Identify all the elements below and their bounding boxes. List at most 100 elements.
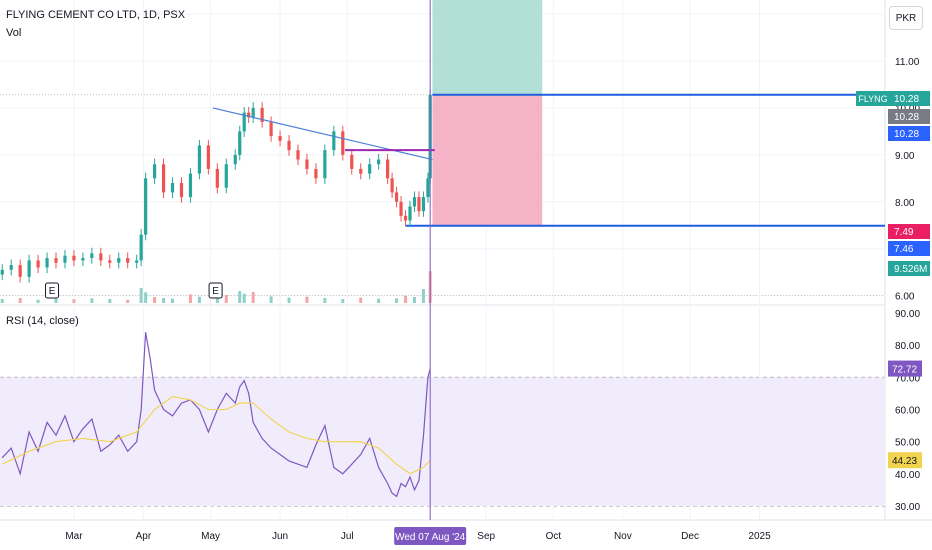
price-badge-bg [888, 91, 930, 106]
volume-bar [224, 295, 228, 303]
candle-body [394, 192, 399, 202]
price-badge-text: 10.28 [894, 94, 919, 105]
price-badge-gray[interactable]: 10.28 [888, 109, 930, 124]
candles [0, 89, 432, 283]
volume-label[interactable]: Vol [6, 27, 22, 39]
volume-bar [341, 299, 345, 303]
volume-bar [323, 298, 327, 303]
price-badge-red[interactable]: 7.49 [888, 224, 930, 239]
candle-body [0, 269, 4, 275]
candle-body [45, 258, 49, 268]
rsi-tick-label: 60.00 [895, 406, 920, 417]
rsi-lines [1, 332, 431, 498]
price-badge-text: 9.526M [894, 264, 927, 275]
rsi-tick-label: 50.00 [895, 438, 920, 449]
volume-bar [153, 297, 157, 303]
volume-bar [171, 298, 175, 303]
earnings-marker-box [208, 282, 223, 299]
volume-bar [421, 289, 425, 303]
volume-bar [18, 298, 22, 303]
candle-body [260, 107, 264, 122]
candle-body [377, 159, 381, 165]
rsi-tick-label: 30.00 [895, 502, 920, 513]
candle-body [81, 258, 85, 261]
candle-body [126, 258, 130, 263]
rsi-ma-line [1, 396, 431, 475]
stop-zone [432, 94, 543, 226]
candle-body [296, 150, 300, 160]
candle-body [72, 255, 76, 261]
drawings[interactable] [212, 107, 435, 161]
candle-body [399, 201, 403, 216]
price-badge-text: 7.49 [894, 227, 914, 238]
time-tick-label: Sep [477, 531, 495, 542]
rsi-badge-bg [888, 360, 922, 377]
candle-body [135, 260, 139, 263]
symbol-badge-bg [856, 91, 890, 106]
candle-body [206, 145, 210, 169]
time-tick-label: May [201, 531, 220, 542]
volume-bar [144, 292, 148, 303]
time-tick-label: Nov [614, 531, 632, 542]
rsi-badge-text: 44.23 [892, 456, 917, 467]
candle-body [233, 154, 237, 165]
currency-button[interactable]: PKR [889, 6, 923, 30]
earnings-marker[interactable]: E [208, 282, 223, 299]
candle-body [54, 258, 58, 263]
price-badge-volume[interactable]: 9.526M [888, 261, 930, 276]
candle-body [332, 131, 336, 151]
rsi-band-layer [0, 377, 885, 506]
price-badge-bg [888, 241, 930, 256]
candle-body [139, 234, 143, 261]
time-tick-label: Jul [341, 531, 354, 542]
volume-bar [0, 299, 4, 303]
rsi-line [1, 332, 431, 498]
volume-bar [215, 298, 219, 303]
candle-body [161, 164, 166, 193]
rsi-badge[interactable]: 44.23 [888, 452, 922, 469]
candle-body [341, 131, 345, 155]
earnings-marker[interactable]: E [45, 282, 60, 299]
price-badge-blue[interactable]: 7.46 [888, 241, 930, 256]
price-badge-text: 10.28 [894, 129, 919, 140]
price-badge-blue[interactable]: 10.28 [888, 126, 930, 141]
candle-body [18, 265, 22, 277]
candle-body [412, 197, 417, 207]
candle-body [323, 150, 327, 179]
candle-body [421, 197, 426, 212]
rsi-badge[interactable]: 72.72 [888, 360, 922, 377]
candle-body [108, 260, 112, 263]
candle-body [305, 159, 309, 169]
candle-body [27, 260, 31, 277]
earnings-marker-label: E [49, 286, 56, 297]
rsi-axis[interactable]: 90.00 80.00 70.00 60.00 50.00 40.00 30.00 72.72… [888, 309, 922, 513]
candle-body [152, 164, 157, 179]
volume-bar [287, 297, 291, 303]
price-axis[interactable]: 12.0011.0010.009.008.007.006.00FLYNG10.2… [856, 10, 930, 303]
earnings-marker-label: E [212, 286, 219, 297]
rsi-tick-label: 40.00 [895, 470, 920, 481]
candle-body [368, 164, 372, 174]
time-tick-label: Jun [272, 531, 288, 542]
candle-body [417, 197, 421, 212]
position-zone[interactable] [405, 0, 885, 227]
rsi-badge-text: 72.72 [892, 365, 917, 376]
volume-bar [126, 299, 130, 303]
rsi-band [0, 377, 885, 506]
price-badge-bg [888, 224, 930, 239]
volume-bar [412, 297, 416, 303]
candle-body [287, 140, 291, 151]
symbol-title[interactable]: FLYING CEMENT CO LTD, 1D, PSX [6, 9, 186, 21]
cursor-layer: Wed 07 Aug '24 [394, 0, 467, 545]
rsi-label[interactable]: RSI (14, close) [6, 315, 79, 327]
candle-body [117, 258, 121, 263]
volume-bar [139, 288, 143, 303]
time-axis[interactable]: Mar Apr May Jun Jul Sep Oct Nov Dec 2025 [65, 531, 771, 542]
price-badge-symbol[interactable]: FLYNG 10.28 [856, 91, 930, 106]
candle-body [408, 206, 412, 221]
price-tick-label: 6.00 [895, 292, 915, 303]
volume-bar [188, 294, 192, 303]
candle-body [197, 145, 202, 174]
